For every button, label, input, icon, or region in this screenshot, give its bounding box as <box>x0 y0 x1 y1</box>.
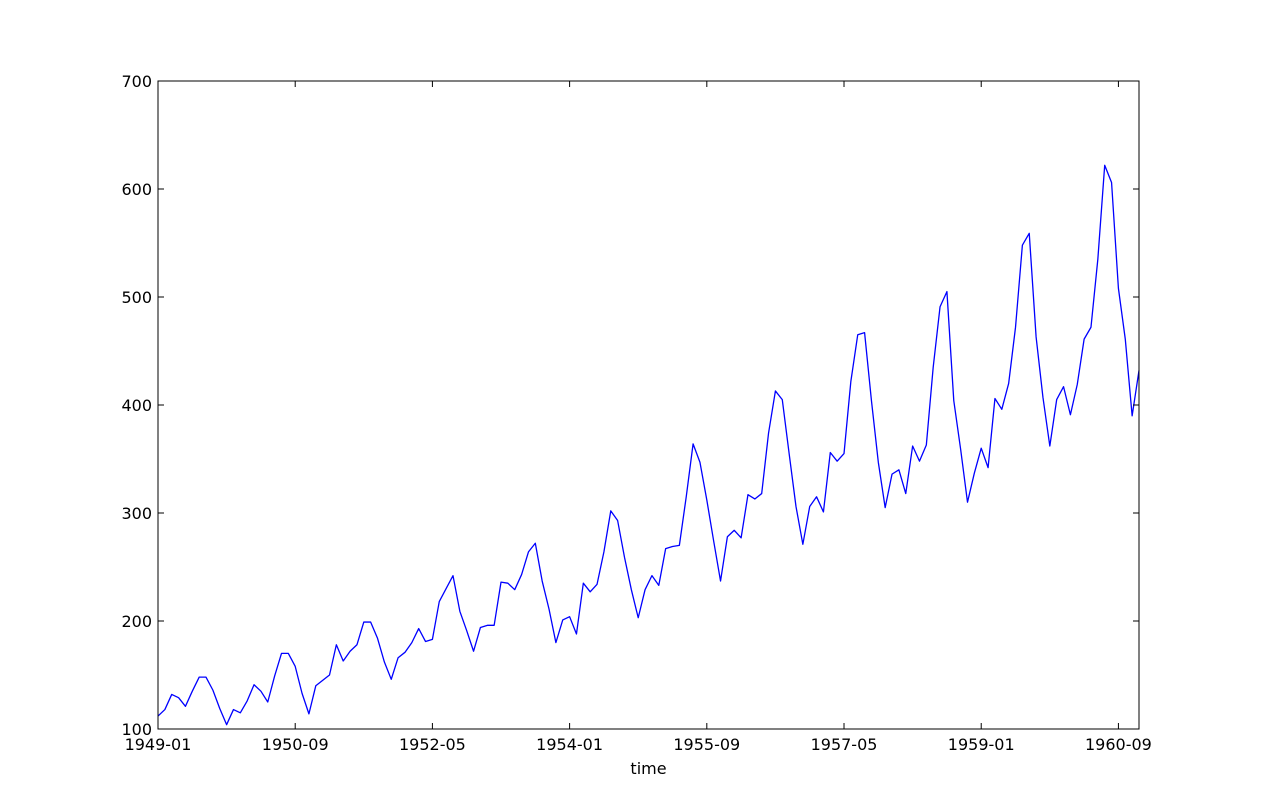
plot-area <box>157 164 1140 726</box>
x-tick-label: 1960-09 <box>1085 735 1152 754</box>
y-tick-label: 700 <box>121 72 152 91</box>
y-tick-label: 300 <box>121 504 152 523</box>
y-tick-label: 500 <box>121 288 152 307</box>
x-tick-label: 1949-01 <box>125 735 192 754</box>
axis-ticks: 100 200 300 400 500 600 700 1949-01 1950-09 1952-… <box>121 72 1151 754</box>
x-tick-label: 1950-09 <box>262 735 329 754</box>
axes-frame <box>157 80 1140 730</box>
x-axis-label: time <box>630 759 666 778</box>
y-tick-label: 400 <box>121 396 152 415</box>
y-tick-label: 600 <box>121 180 152 199</box>
x-tick-label: 1957-05 <box>811 735 878 754</box>
x-tick-label: 1954-01 <box>536 735 603 754</box>
y-tick-label: 100 <box>121 720 152 739</box>
series-line-0 <box>157 164 1140 726</box>
x-tick-label: 1959-01 <box>948 735 1015 754</box>
x-tick-label: 1952-05 <box>399 735 466 754</box>
x-tick-label: 1955-09 <box>673 735 740 754</box>
y-tick-label: 200 <box>121 612 152 631</box>
